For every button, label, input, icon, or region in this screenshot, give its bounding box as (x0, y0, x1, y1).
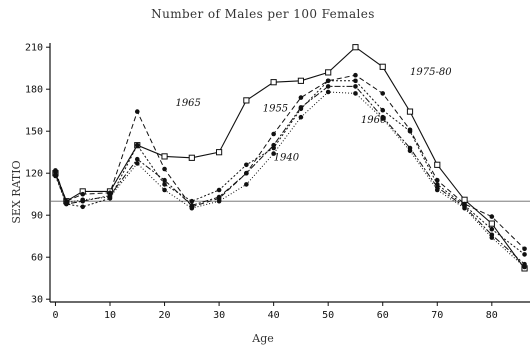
data-point (353, 78, 358, 84)
data-point (379, 63, 386, 70)
data-point (462, 205, 467, 211)
data-point (489, 235, 495, 240)
data-point (80, 197, 86, 203)
x-tick-label: 10 (104, 310, 116, 321)
data-point (352, 44, 359, 51)
data-point (353, 91, 358, 96)
series-annotation: 1975-80 (410, 67, 452, 78)
data-point (488, 220, 495, 227)
x-axis-label: Age (251, 332, 274, 345)
data-point (189, 205, 195, 211)
data-point (434, 187, 440, 193)
data-point (271, 142, 276, 148)
data-point (188, 154, 195, 161)
series-1960 (53, 84, 527, 267)
data-point (298, 95, 304, 100)
data-point (244, 162, 249, 168)
data-point (271, 131, 276, 137)
data-point (407, 128, 413, 134)
data-point (134, 142, 140, 148)
data-point (216, 194, 222, 200)
data-point (325, 89, 331, 95)
series-annotation: 1960 (361, 115, 387, 126)
data-point (80, 204, 86, 210)
data-point (270, 79, 277, 86)
data-point (271, 151, 276, 156)
data-point (461, 196, 468, 203)
y-tick-label: 60 (31, 253, 43, 264)
data-point (489, 226, 495, 232)
data-point (64, 200, 69, 205)
annotation-layer: 1965 1975-80 1955 1960 1940 (175, 67, 452, 163)
x-tick-label: 70 (431, 310, 443, 321)
data-point (244, 182, 249, 187)
data-point (298, 114, 304, 120)
data-point (297, 77, 305, 84)
x-tick-label: 0 (52, 310, 58, 321)
data-point (325, 84, 331, 89)
data-point (407, 148, 413, 154)
data-point (134, 156, 140, 162)
data-point (161, 153, 168, 160)
data-point (489, 214, 495, 219)
series-annotation: 1940 (274, 153, 300, 164)
x-tick-label: 80 (486, 310, 498, 321)
data-point (162, 177, 167, 183)
data-point (380, 91, 386, 96)
data-point (522, 246, 527, 252)
x-tick-label: 30 (213, 310, 225, 321)
data-point (380, 116, 386, 121)
data-point (325, 69, 332, 76)
data-point (406, 108, 414, 115)
chart-title: Number of Males per 100 Females (151, 7, 375, 21)
data-point (162, 187, 167, 193)
data-point (53, 168, 58, 173)
data-point (434, 161, 441, 168)
x-tick-label: 40 (268, 310, 280, 321)
y-tick-label: 210 (25, 43, 43, 54)
x-tick-label: 20 (159, 310, 171, 321)
data-point (80, 191, 86, 197)
data-point (162, 182, 167, 187)
series-annotation: 1965 (175, 98, 200, 109)
data-point (162, 166, 167, 172)
x-tick-label: 60 (377, 310, 389, 321)
data-point (134, 161, 140, 166)
series-layer (52, 44, 528, 272)
data-point (380, 107, 386, 113)
x-tick-label: 50 (322, 310, 334, 321)
data-point (522, 252, 527, 257)
y-axis-label: SEX RATIO (10, 160, 23, 223)
series-1965 (53, 72, 527, 252)
data-point (353, 84, 358, 89)
y-tick-label: 120 (25, 169, 43, 180)
series-line-1960 (55, 85, 525, 265)
data-point (107, 194, 113, 200)
data-point (522, 264, 527, 270)
data-point (353, 72, 358, 78)
y-tick-label: 150 (25, 127, 43, 138)
y-tick-label: 30 (31, 295, 43, 306)
data-point (215, 149, 223, 156)
tick-layer: 30 60 90 120 150 180 210 0 10 20 30 40 50 60 70 80 (25, 43, 498, 321)
data-point (325, 78, 331, 84)
data-point (216, 198, 222, 204)
data-point (434, 177, 440, 183)
y-tick-label: 180 (25, 85, 43, 96)
data-point (244, 170, 249, 176)
series-annotation: 1955 (263, 104, 288, 115)
y-tick-label: 90 (31, 211, 43, 222)
data-point (134, 109, 140, 114)
series-1940 (53, 89, 527, 270)
series-line-1955 (55, 80, 525, 255)
series-line-1940 (55, 91, 525, 268)
data-point (189, 198, 195, 204)
data-point (243, 97, 250, 104)
data-point (216, 187, 222, 193)
data-point (298, 105, 304, 110)
